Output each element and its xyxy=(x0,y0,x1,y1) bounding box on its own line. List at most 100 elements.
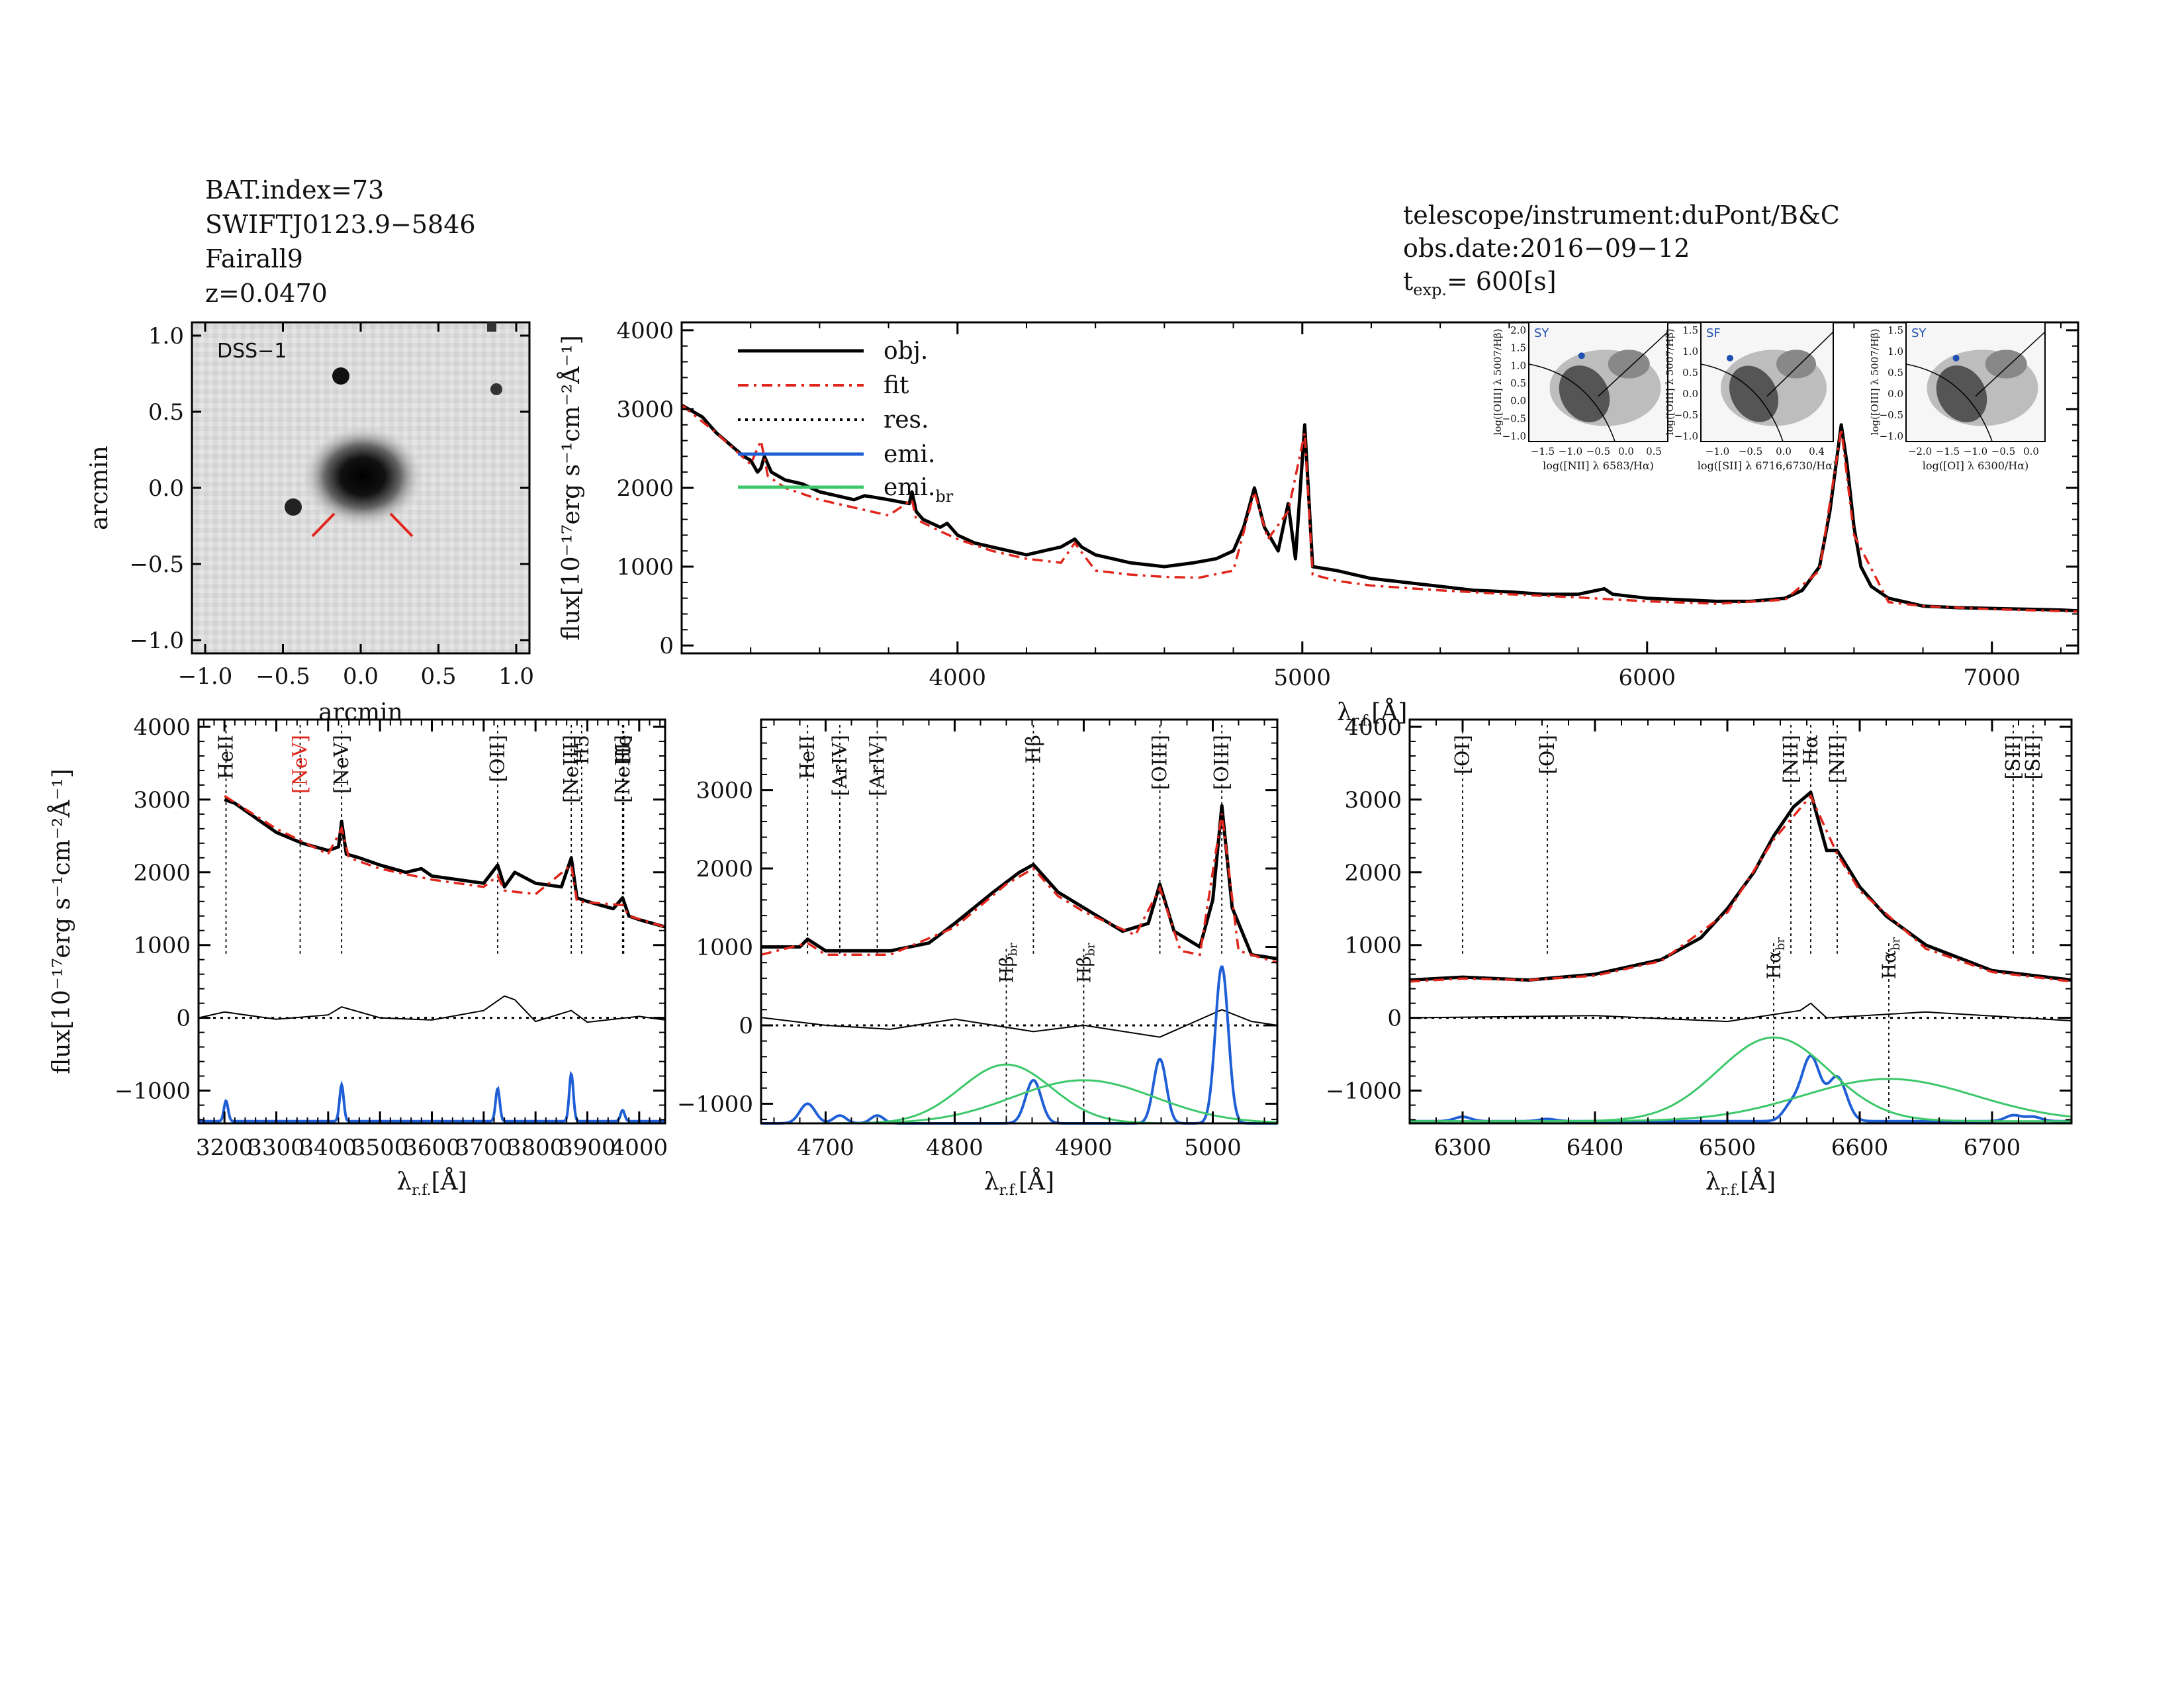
line-label: [SII] xyxy=(2022,735,2045,780)
x-tick-label: 4900 xyxy=(1055,1135,1113,1161)
series-obj xyxy=(224,798,666,929)
field-star xyxy=(487,322,496,332)
x-axis-label: λr.f.[Å] xyxy=(984,1168,1054,1199)
dss-ytick-label: −0.5 xyxy=(129,551,184,578)
y-tick-label: 1000 xyxy=(616,554,674,581)
x-tick-label: 4000 xyxy=(929,665,987,691)
line-label: [ArIV] xyxy=(829,735,852,796)
x-tick-label: 3900 xyxy=(559,1135,616,1161)
field-star xyxy=(285,498,302,516)
bpt-ytick-label: 1.0 xyxy=(1888,346,1903,357)
bpt-xtick-label: −1.0 xyxy=(1964,445,1987,457)
broad-line-label: Hαbr xyxy=(1878,937,1903,980)
bpt-source-point xyxy=(1578,352,1585,359)
x-tick-label: 3800 xyxy=(507,1135,565,1161)
bpt-xtick-label: −0.5 xyxy=(1739,445,1762,457)
bpt-density-core xyxy=(1936,365,1987,422)
bpt-xlabel: log([OI] λ 6300/Hα) xyxy=(1923,459,2029,472)
line-label: [OIII] xyxy=(1149,735,1172,790)
line-label: [OI] xyxy=(1536,735,1559,774)
galaxy-core xyxy=(300,424,426,530)
bpt-xtick-label: −1.5 xyxy=(1936,445,1960,457)
redshift: z=0.0470 xyxy=(205,279,328,308)
y-tick-label: −1000 xyxy=(1326,1078,1402,1105)
legend: obj. fit res. emi. emi.br xyxy=(738,338,954,506)
y-tick-label: 0 xyxy=(659,633,674,659)
bpt-density-agn xyxy=(1608,350,1650,379)
y-axis-label: flux[10⁻¹⁷erg s⁻¹cm⁻²Å⁻¹] xyxy=(557,335,585,640)
x-tick-label: 3600 xyxy=(403,1135,461,1161)
bpt-xtick-label: −2.0 xyxy=(1908,445,1932,457)
main-x-axis-label: λr.f.[Å] xyxy=(1337,698,1407,729)
field-star xyxy=(332,367,349,385)
bpt-ylabel: log([OIII] λ 5007/Hβ) xyxy=(1664,329,1676,436)
bpt-ytick-label: −1.0 xyxy=(1880,430,1903,442)
swift-id: SWIFTJ0123.9−5846 xyxy=(205,210,476,239)
x-tick-label: 4000 xyxy=(611,1135,668,1161)
y-axis-label: flux[10⁻¹⁷erg s⁻¹cm⁻²Å⁻¹] xyxy=(48,769,75,1074)
y-tick-label: 0 xyxy=(176,1006,191,1032)
bpt-ytick-label: 1.0 xyxy=(1510,359,1526,371)
dss-xtick-label: 0.0 xyxy=(343,663,379,690)
bpt-ytick-label: 1.5 xyxy=(1682,324,1698,336)
bpt-seyfert-liner-line xyxy=(1975,331,2046,397)
bpt-xtick-label: −1.0 xyxy=(1559,445,1582,457)
x-axis-label: λr.f.[Å] xyxy=(1706,1168,1776,1199)
line-label: [NII] xyxy=(1826,735,1849,783)
legend-label-obj: obj. xyxy=(884,338,928,365)
broad-line-label: Hβbr xyxy=(996,943,1021,983)
plot-frame xyxy=(1408,718,2073,1125)
bpt-insets: SY−1.5 −1.0 −0.5 0.0 0.52.01.51.00.50.0−0.5−… xyxy=(1492,322,2046,472)
y-tick-label: −1000 xyxy=(114,1078,191,1105)
dss-ytick-label: 1.0 xyxy=(148,323,184,350)
bpt-xlabel: log([NII] λ 6583/Hα) xyxy=(1543,459,1654,472)
telescope-instrument: telescope/instrument:duPont/B&C xyxy=(1403,201,1840,230)
bpt-demarcation xyxy=(1528,363,1615,442)
y-tick-label: 2000 xyxy=(133,860,191,886)
line-label: He xyxy=(612,735,635,764)
line-label: [NeIII] xyxy=(560,735,583,803)
bpt-ytick-label: 1.5 xyxy=(1888,324,1903,336)
bpt-inset: SY−1.5 −1.0 −0.5 0.0 0.52.01.51.00.50.0−0.5−… xyxy=(1492,322,1668,472)
bat-index: BAT.index=73 xyxy=(205,175,384,205)
line-label: [OII] xyxy=(486,735,510,782)
legend-label-emi: emi. xyxy=(884,441,935,468)
object-name: Fairall9 xyxy=(205,244,303,273)
series-obj xyxy=(761,804,1278,961)
bpt-ytick-label: 0.0 xyxy=(1888,388,1903,400)
zoom-panel-hbeta: HeII [ArIV] [ArIV] Hβ [OIII] [OIII] Hβbr Hβbr 47… xyxy=(677,718,1279,1199)
line-label: [OI] xyxy=(1451,735,1475,774)
x-tick-label: 3300 xyxy=(248,1135,305,1161)
target-marker-left xyxy=(311,512,336,538)
line-label: [NeV] xyxy=(330,735,353,794)
x-tick-label: 5000 xyxy=(1184,1135,1242,1161)
line-label: [NII] xyxy=(1780,735,1803,783)
series-obj xyxy=(680,403,2079,613)
x-tick-label: 3200 xyxy=(196,1135,253,1161)
y-tick-label: 4000 xyxy=(616,318,674,344)
dss-xtick-label: −1.0 xyxy=(178,663,233,690)
line-label: Hβ xyxy=(1022,735,1045,764)
bpt-density-agn xyxy=(1776,350,1816,379)
x-tick-label: 6500 xyxy=(1699,1135,1756,1161)
series-emission xyxy=(761,965,1277,1125)
plot-frame xyxy=(197,718,666,1125)
legend-label-res: res. xyxy=(884,406,929,434)
bpt-ytick-label: 0.5 xyxy=(1510,377,1526,389)
y-tick-label: 0 xyxy=(739,1013,753,1039)
target-marker-right xyxy=(389,512,414,538)
x-tick-label: 6700 xyxy=(1964,1135,2021,1161)
dss-xlabel: arcmin xyxy=(318,699,403,726)
bpt-class-label: SY xyxy=(1911,326,1927,340)
y-tick-label: 2000 xyxy=(616,475,674,502)
obs-date: obs.date:2016−09−12 xyxy=(1403,234,1690,263)
zoom-panel-halpha: [OI] [OI] [NII]Hα [NII] [SII][SII] Hαbr Hαbr 63… xyxy=(1326,714,2073,1199)
bpt-ytick-label: 0.0 xyxy=(1682,388,1698,400)
x-tick-label: 4800 xyxy=(926,1135,983,1161)
bpt-density-core xyxy=(1729,365,1779,422)
bpt-inset: SF−1.0 −0.5 0.0 0.41.51.00.50.0−0.5−1.0log(… xyxy=(1664,322,1837,472)
series-residual xyxy=(1409,1002,2072,1023)
y-tick-label: 2000 xyxy=(1344,860,1402,886)
